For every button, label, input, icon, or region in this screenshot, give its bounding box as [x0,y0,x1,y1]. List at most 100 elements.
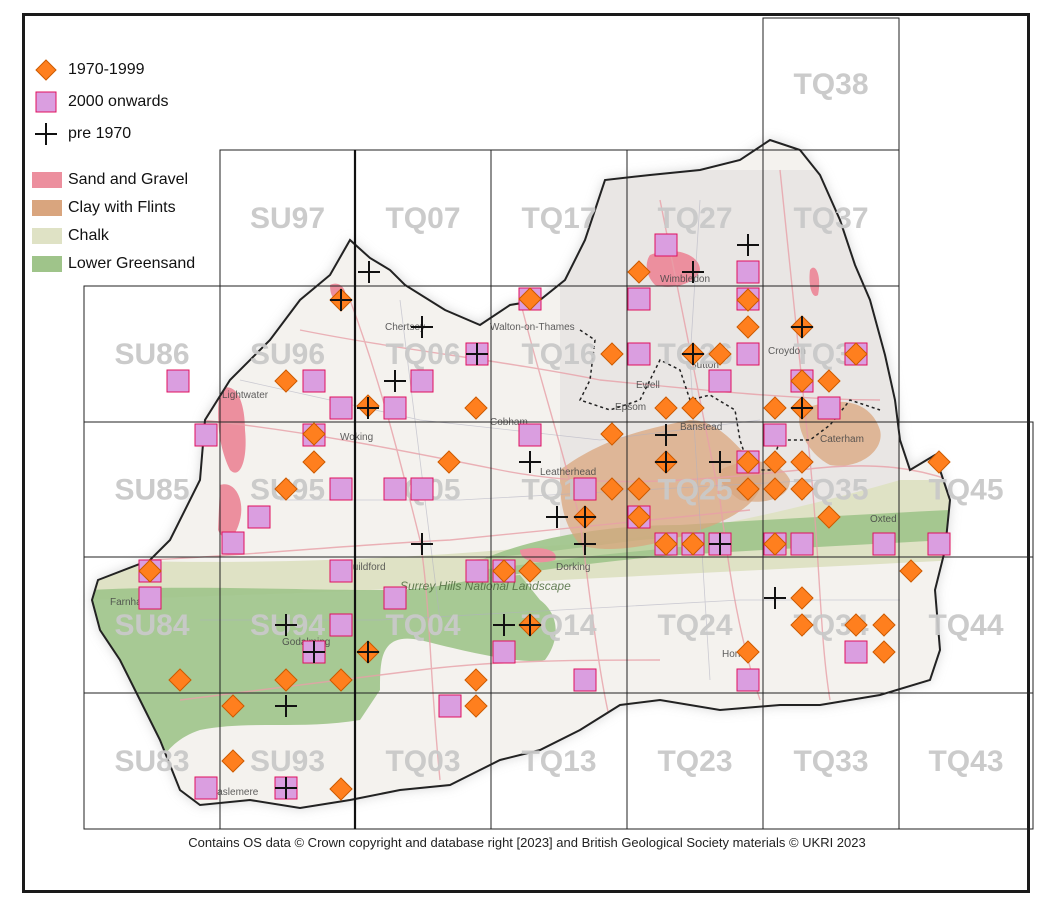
record-2000-onwards[interactable] [329,477,353,501]
record-1970-1999[interactable] [790,369,814,393]
record-2000-onwards[interactable] [573,477,597,501]
record-1970-1999[interactable] [302,450,326,474]
record-pre-1970[interactable] [411,316,433,338]
record-1970-1999[interactable] [927,450,951,474]
record-1970-1999[interactable] [708,342,732,366]
record-pre-1970[interactable] [519,451,541,473]
record-1970-1999[interactable] [464,694,488,718]
record-1970-1999[interactable] [329,777,353,801]
record-1970-1999[interactable] [872,640,896,664]
record-2000-onwards[interactable] [247,505,271,529]
record-1970-1999[interactable] [464,396,488,420]
record-1970-1999[interactable] [763,396,787,420]
record-1970-1999[interactable] [518,287,542,311]
record-pre-1970[interactable] [384,370,406,392]
record-1970-1999[interactable] [736,450,760,474]
record-1970-1999[interactable] [168,668,192,692]
record-1970-1999[interactable] [763,532,787,556]
record-pre-1970[interactable] [519,614,541,636]
record-pre-1970[interactable] [655,424,677,446]
record-2000-onwards[interactable] [410,369,434,393]
record-2000-onwards[interactable] [302,369,326,393]
record-2000-onwards[interactable] [383,396,407,420]
record-1970-1999[interactable] [790,613,814,637]
record-pre-1970[interactable] [275,777,297,799]
record-2000-onwards[interactable] [383,477,407,501]
record-pre-1970[interactable] [791,397,813,419]
record-1970-1999[interactable] [844,613,868,637]
record-pre-1970[interactable] [737,234,759,256]
record-1970-1999[interactable] [302,422,326,446]
record-1970-1999[interactable] [899,559,923,583]
record-1970-1999[interactable] [763,477,787,501]
record-2000-onwards[interactable] [627,342,651,366]
record-pre-1970[interactable] [574,533,596,555]
record-1970-1999[interactable] [736,315,760,339]
record-pre-1970[interactable] [682,343,704,365]
record-pre-1970[interactable] [709,533,731,555]
record-2000-onwards[interactable] [736,668,760,692]
record-pre-1970[interactable] [682,261,704,283]
record-2000-onwards[interactable] [872,532,896,556]
record-1970-1999[interactable] [274,668,298,692]
record-1970-1999[interactable] [790,477,814,501]
record-1970-1999[interactable] [492,559,516,583]
record-pre-1970[interactable] [655,451,677,473]
record-2000-onwards[interactable] [654,233,678,257]
record-pre-1970[interactable] [709,451,731,473]
record-1970-1999[interactable] [600,477,624,501]
record-pre-1970[interactable] [357,641,379,663]
record-pre-1970[interactable] [411,533,433,555]
record-1970-1999[interactable] [464,668,488,692]
record-1970-1999[interactable] [518,559,542,583]
record-1970-1999[interactable] [681,532,705,556]
record-1970-1999[interactable] [763,450,787,474]
record-2000-onwards[interactable] [383,586,407,610]
record-1970-1999[interactable] [329,668,353,692]
record-pre-1970[interactable] [791,316,813,338]
record-1970-1999[interactable] [790,450,814,474]
record-pre-1970[interactable] [466,343,488,365]
record-1970-1999[interactable] [736,640,760,664]
record-2000-onwards[interactable] [573,668,597,692]
record-1970-1999[interactable] [437,450,461,474]
record-2000-onwards[interactable] [329,613,353,637]
record-pre-1970[interactable] [546,506,568,528]
record-2000-onwards[interactable] [221,531,245,555]
record-1970-1999[interactable] [221,749,245,773]
record-pre-1970[interactable] [574,506,596,528]
record-2000-onwards[interactable] [194,423,218,447]
record-2000-onwards[interactable] [194,776,218,800]
record-pre-1970[interactable] [303,641,325,663]
record-1970-1999[interactable] [817,505,841,529]
record-2000-onwards[interactable] [438,694,462,718]
record-2000-onwards[interactable] [166,369,190,393]
record-pre-1970[interactable] [358,261,380,283]
record-pre-1970[interactable] [357,397,379,419]
record-2000-onwards[interactable] [329,396,353,420]
record-2000-onwards[interactable] [410,477,434,501]
record-2000-onwards[interactable] [329,559,353,583]
record-1970-1999[interactable] [274,477,298,501]
record-2000-onwards[interactable] [492,640,516,664]
record-1970-1999[interactable] [627,477,651,501]
record-1970-1999[interactable] [736,288,760,312]
record-2000-onwards[interactable] [465,559,489,583]
record-pre-1970[interactable] [275,614,297,636]
record-2000-onwards[interactable] [790,532,814,556]
record-2000-onwards[interactable] [138,586,162,610]
record-2000-onwards[interactable] [736,260,760,284]
record-1970-1999[interactable] [627,505,651,529]
record-2000-onwards[interactable] [763,423,787,447]
record-1970-1999[interactable] [844,342,868,366]
record-2000-onwards[interactable] [708,369,732,393]
record-1970-1999[interactable] [817,369,841,393]
record-pre-1970[interactable] [493,614,515,636]
record-1970-1999[interactable] [627,260,651,284]
record-pre-1970[interactable] [275,695,297,717]
record-2000-onwards[interactable] [518,423,542,447]
record-1970-1999[interactable] [600,342,624,366]
record-1970-1999[interactable] [600,422,624,446]
record-2000-onwards[interactable] [817,396,841,420]
record-1970-1999[interactable] [681,396,705,420]
